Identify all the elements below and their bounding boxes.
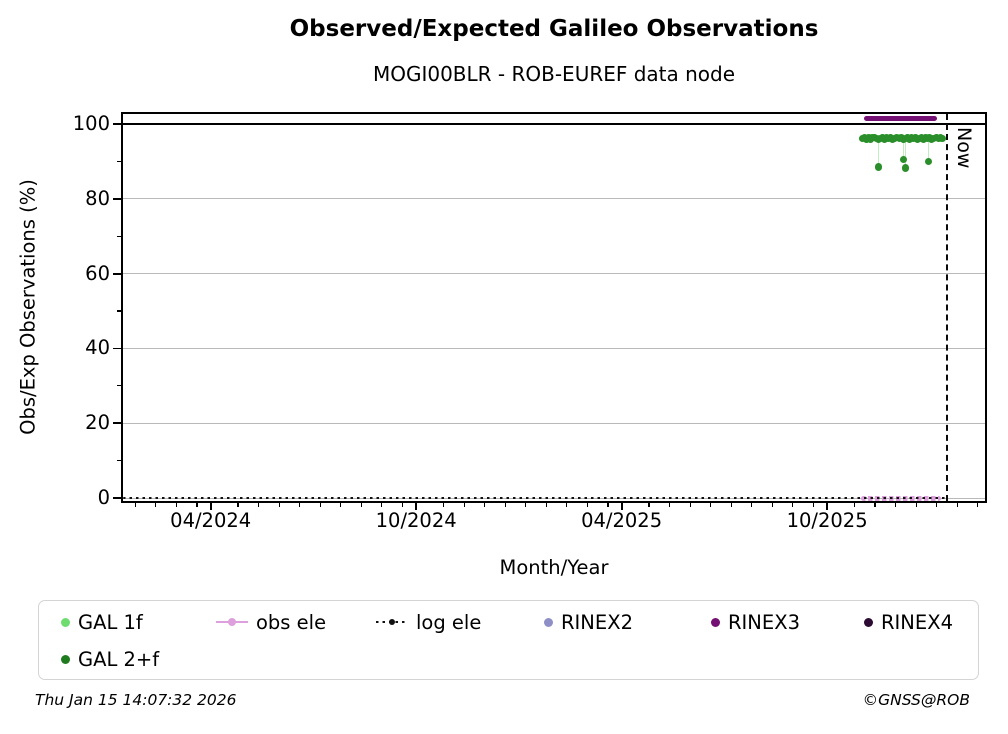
legend-item-gal-2-f: GAL 2+f xyxy=(61,646,159,672)
y-tick-label: 20 xyxy=(85,411,110,435)
x-axis-label: Month/Year xyxy=(499,556,609,579)
chart-subtitle: MOGI00BLR - ROB-EUREF data node xyxy=(372,62,736,86)
y-tick-label: 60 xyxy=(85,261,110,285)
legend-label: RINEX3 xyxy=(728,610,800,634)
data-point-dropout xyxy=(899,155,908,164)
y-tick-label: 80 xyxy=(85,186,110,210)
y-axis-label: Obs/Exp Observations (%) xyxy=(16,179,40,435)
x-tick-label: 04/2025 xyxy=(581,509,663,532)
legend-item-rinex2: RINEX2 xyxy=(544,609,633,635)
legend-item-rinex4: RINEX4 xyxy=(864,609,953,635)
legend-label: GAL 1f xyxy=(78,610,143,634)
legend-item-gal-1f: GAL 1f xyxy=(61,609,143,635)
chart-title: Observed/Expected Galileo Observations xyxy=(289,16,819,42)
data-point-dropout xyxy=(924,157,933,166)
data-point-dropout xyxy=(901,164,910,172)
legend-label: obs ele xyxy=(256,610,327,634)
y-tick-label: 100 xyxy=(72,112,110,136)
legend-label: GAL 2+f xyxy=(78,647,160,671)
x-tick-label: 10/2025 xyxy=(786,509,868,532)
y-tick-label: 0 xyxy=(97,486,110,509)
plot-area: Now xyxy=(121,112,987,503)
data-point-dropout xyxy=(874,162,883,171)
series-rinex3 xyxy=(864,115,938,121)
legend: GAL 1f obs ele log ele RINEX2 RINEX3 RINEX4 GA… xyxy=(38,600,979,680)
rinex4-marker-icon xyxy=(864,617,873,627)
now-label: Now xyxy=(952,127,975,169)
legend-label: log ele xyxy=(416,610,482,634)
gal-1f-marker-icon xyxy=(61,617,70,627)
data-point xyxy=(938,134,946,142)
log-ele-marker-icon xyxy=(376,619,408,625)
y-tick-label: 40 xyxy=(85,336,110,360)
x-tick-label: 04/2024 xyxy=(170,509,252,532)
x-tick-label: 10/2024 xyxy=(375,509,457,532)
gal-2-f-marker-icon xyxy=(61,654,70,664)
legend-label: RINEX4 xyxy=(881,610,953,634)
now-line xyxy=(945,114,948,501)
rinex3-marker-icon xyxy=(711,617,720,627)
footer-copyright: ©GNSS@ROB xyxy=(862,691,970,709)
footer-timestamp: Thu Jan 15 14:07:32 2026 xyxy=(35,691,237,709)
series-log-ele xyxy=(123,496,946,500)
legend-item-log-ele: log ele xyxy=(376,609,481,635)
rinex2-marker-icon xyxy=(544,617,553,627)
legend-label: RINEX2 xyxy=(561,610,633,634)
legend-item-obs-ele: obs ele xyxy=(216,609,326,635)
expected-100-reference-line xyxy=(123,122,985,126)
legend-item-rinex3: RINEX3 xyxy=(711,609,800,635)
obs-ele-marker-icon xyxy=(216,618,248,626)
